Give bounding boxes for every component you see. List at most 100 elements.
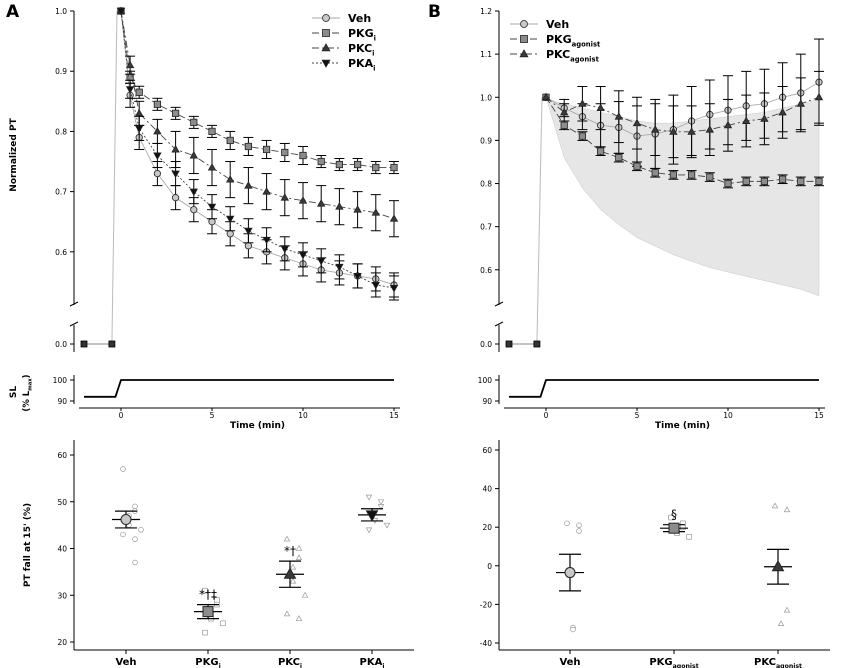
y-tick-label: 40 [482, 485, 492, 494]
y-tick-label: 0.8 [480, 180, 492, 189]
y-tick-label: 0.8 [55, 127, 67, 136]
individual-point [576, 528, 582, 534]
x-tick-label: PKCi [278, 657, 302, 668]
x-tick-label: Veh [559, 657, 580, 668]
individual-point [365, 527, 373, 534]
data-point [226, 136, 234, 145]
step-line [536, 97, 543, 345]
y-tick-label: -20 [480, 600, 492, 609]
data-point [171, 144, 180, 153]
individual-point [220, 620, 226, 627]
data-point [298, 196, 308, 204]
data-point [578, 132, 587, 140]
data-point [225, 215, 235, 224]
individual-point [570, 626, 576, 633]
y-tick-label: 0.9 [480, 136, 492, 145]
data-point [760, 177, 769, 185]
data-point [669, 171, 678, 179]
x-tick-label: 15 [814, 411, 824, 420]
data-point [153, 169, 161, 178]
data-point [596, 103, 605, 112]
data-point [687, 127, 696, 135]
legend-label: PKAi [348, 57, 375, 72]
x-tick-label: PKAi [360, 657, 385, 668]
axis-break [69, 301, 79, 307]
y-tick-label: 1.1 [480, 50, 492, 59]
x-tick-label: 0 [119, 411, 124, 420]
individual-point [289, 577, 297, 584]
data-point [262, 145, 271, 154]
panel-label: B [428, 2, 441, 22]
data-point [390, 163, 398, 172]
x-tick-label: PKGi [195, 657, 220, 668]
series-pkc [541, 70, 824, 159]
data-point [741, 116, 751, 124]
y-tick-label: 0.0 [55, 340, 67, 349]
x-tick-label: PKCagonist [754, 657, 802, 668]
y-tick-label: 60 [57, 451, 67, 460]
data-point [372, 163, 380, 172]
y-tick-label: 0.7 [55, 188, 67, 197]
data-point [299, 151, 307, 160]
panel-b-scatter: 60 40 20 0 -20 -40 Veh PKGagonist § PKCagonist [480, 440, 830, 668]
data-point [651, 169, 659, 177]
y-tick-label: 60 [482, 446, 492, 455]
individual-point [202, 587, 208, 594]
series-pkc [116, 6, 399, 238]
y-tick-label: 1.2 [480, 7, 492, 16]
individual-point [295, 554, 303, 561]
sl-y-tick-label: 100 [53, 376, 68, 385]
y-tick-label: 0.9 [55, 67, 67, 76]
sl-axis-subtitle: (% Lmax) [22, 374, 34, 411]
individual-point [283, 535, 291, 542]
individual-point [365, 494, 373, 501]
data-point [797, 177, 805, 185]
panel-label: A [6, 2, 20, 22]
y-tick-label: 1.0 [480, 93, 492, 102]
individual-point [283, 610, 291, 617]
mean-marker [668, 522, 680, 534]
data-point [669, 127, 678, 135]
legend-label: Veh [348, 12, 371, 25]
panel-b-timecourse: B 1.2 1.1 1.0 0.9 0.8 0.7 0.6 0.0 Veh PKGagonistPK… [428, 2, 825, 431]
data-point [615, 154, 623, 162]
individual-point [301, 591, 309, 598]
mean-marker [283, 567, 297, 579]
data-point [125, 60, 135, 69]
individual-point [202, 629, 208, 636]
data-point [226, 230, 234, 238]
data-point [559, 107, 569, 116]
data-point [371, 208, 381, 216]
series-line [120, 10, 395, 289]
axis-break [69, 321, 79, 327]
data-point [153, 126, 162, 135]
sl-axis-title: SL [9, 386, 19, 398]
step-line [111, 10, 118, 345]
y-tick-label: 0.0 [480, 340, 492, 349]
x-tick-label: 10 [298, 411, 308, 420]
individual-point [289, 563, 297, 570]
individual-point [686, 534, 692, 540]
legend-marker [322, 14, 330, 22]
data-point [134, 125, 144, 133]
legend-marker [321, 59, 331, 68]
data-point [171, 170, 180, 179]
data-point [541, 92, 551, 101]
x-axis-title: Time (min) [230, 421, 285, 431]
individual-point [668, 514, 674, 521]
data-point [371, 281, 381, 290]
individual-point [377, 499, 385, 506]
y-tick-label: 1.0 [55, 7, 67, 16]
sl-trace [509, 379, 819, 398]
individual-point [383, 522, 391, 529]
y-tick-label: 0.7 [480, 223, 492, 232]
x-tick-label: 5 [635, 411, 640, 420]
baseline-point [80, 340, 88, 348]
series-line [545, 96, 820, 133]
legend-marker [520, 20, 528, 28]
data-point [190, 118, 198, 126]
data-point [688, 171, 696, 179]
